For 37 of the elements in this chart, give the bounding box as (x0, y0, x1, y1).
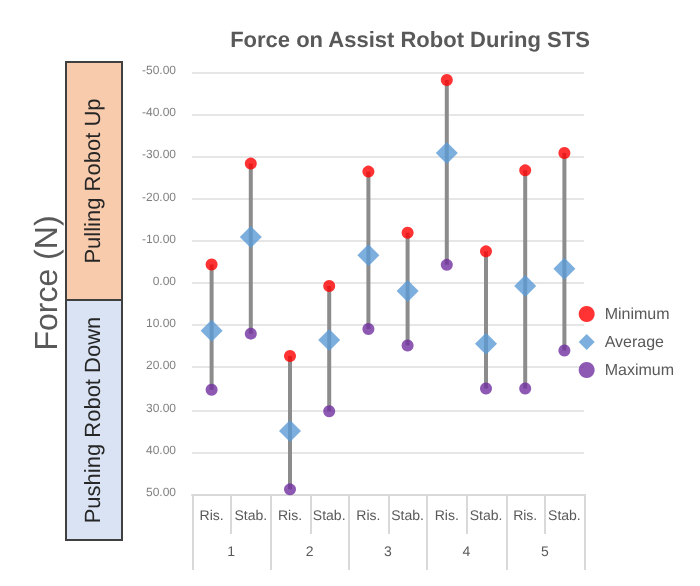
point (440, 74, 453, 87)
point (514, 274, 537, 297)
point (553, 257, 576, 280)
point (323, 405, 336, 418)
chart-title: Force on Assist Robot During STS (230, 29, 590, 53)
point (205, 258, 218, 271)
point (244, 157, 257, 170)
point (362, 165, 375, 178)
text: Pushing Robot Down (82, 316, 106, 524)
point (205, 383, 218, 396)
point (318, 328, 341, 351)
point (357, 244, 380, 267)
legend-label: Average (604, 333, 666, 351)
point (519, 382, 532, 395)
y-axis-title: Force (N) (31, 215, 65, 351)
point (200, 319, 223, 342)
point (435, 142, 458, 165)
point (284, 483, 296, 496)
point (239, 226, 262, 248)
point (284, 350, 296, 362)
text: Pulling Robot Up (82, 98, 106, 264)
point (519, 164, 532, 177)
point (558, 147, 571, 160)
point (244, 327, 257, 340)
point (401, 226, 414, 239)
point (396, 280, 419, 303)
point (480, 245, 492, 258)
point (362, 323, 375, 335)
point (480, 382, 492, 395)
point (558, 344, 571, 357)
legend-label: Maximum (604, 361, 675, 379)
point (323, 279, 336, 292)
point (440, 258, 453, 271)
point (475, 332, 497, 355)
legend-label: Minimum (604, 305, 671, 323)
point (279, 420, 301, 443)
point (401, 339, 414, 352)
